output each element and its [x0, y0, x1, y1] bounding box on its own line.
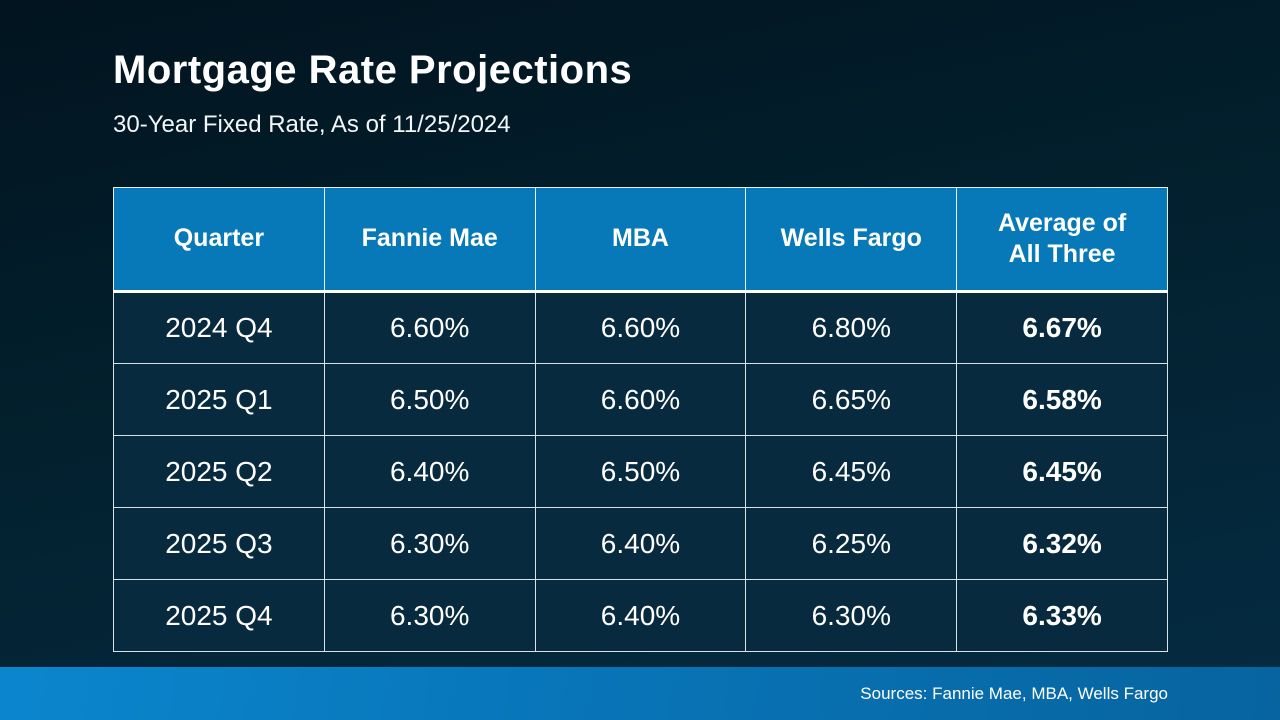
cell-average: 6.45%: [956, 435, 1168, 508]
cell-fannie-mae: 6.50%: [323, 363, 536, 436]
footer-bar: Sources: Fannie Mae, MBA, Wells Fargo: [0, 667, 1280, 720]
cell-mba: 6.40%: [534, 507, 747, 580]
cell-quarter: 2025 Q3: [113, 507, 325, 580]
page-subtitle: 30-Year Fixed Rate, As of 11/25/2024: [113, 111, 511, 138]
cell-quarter: 2025 Q2: [113, 435, 325, 508]
column-header-quarter: Quarter: [113, 187, 325, 293]
cell-wells-fargo: 6.45%: [745, 435, 958, 508]
column-header-fannie-mae: Fannie Mae: [323, 187, 536, 293]
cell-fannie-mae: 6.40%: [323, 435, 536, 508]
cell-quarter: 2025 Q1: [113, 363, 325, 436]
column-header-wells-fargo: Wells Fargo: [745, 187, 958, 293]
cell-wells-fargo: 6.65%: [745, 363, 958, 436]
sources-note: Sources: Fannie Mae, MBA, Wells Fargo: [860, 684, 1168, 703]
cell-wells-fargo: 6.25%: [745, 507, 958, 580]
cell-wells-fargo: 6.80%: [745, 291, 958, 364]
table-row-2025-q4: 2025 Q4 6.30% 6.40% 6.30% 6.33%: [113, 579, 1168, 652]
cell-wells-fargo: 6.30%: [745, 579, 958, 652]
cell-quarter: 2025 Q4: [113, 579, 325, 652]
cell-mba: 6.40%: [534, 579, 747, 652]
column-header-label: Quarter: [173, 224, 265, 253]
column-header-label: Average of All Three: [997, 208, 1127, 268]
column-header-mba: MBA: [534, 187, 747, 293]
mortgage-rate-projections-table: Quarter Fannie Mae MBA Wells Fargo Avera…: [113, 187, 1168, 652]
cell-quarter: 2024 Q4: [113, 291, 325, 364]
cell-fannie-mae: 6.30%: [323, 507, 536, 580]
cell-mba: 6.60%: [534, 291, 747, 364]
table-row-2025-q1: 2025 Q1 6.50% 6.60% 6.65% 6.58%: [113, 363, 1168, 436]
table-body: 2024 Q4 6.60% 6.60% 6.80% 6.67% 2025 Q1 …: [113, 291, 1168, 652]
table-row-2025-q2: 2025 Q2 6.40% 6.50% 6.45% 6.45%: [113, 435, 1168, 508]
table-row-2025-q3: 2025 Q3 6.30% 6.40% 6.25% 6.32%: [113, 507, 1168, 580]
column-header-label: Fannie Mae: [361, 224, 498, 253]
cell-average: 6.58%: [956, 363, 1168, 436]
table-header: Quarter Fannie Mae MBA Wells Fargo Avera…: [113, 187, 1168, 293]
cell-mba: 6.60%: [534, 363, 747, 436]
cell-fannie-mae: 6.30%: [323, 579, 536, 652]
column-header-label: Wells Fargo: [780, 224, 922, 253]
title-block: Mortgage Rate Projections 30-Year Fixed …: [113, 48, 632, 139]
cell-average: 6.32%: [956, 507, 1168, 580]
column-header-average: Average of All Three: [956, 187, 1168, 293]
cell-mba: 6.50%: [534, 435, 747, 508]
cell-average: 6.33%: [956, 579, 1168, 652]
column-header-label: MBA: [612, 224, 669, 253]
cell-average: 6.67%: [956, 291, 1168, 364]
table-row-2024-q4: 2024 Q4 6.60% 6.60% 6.80% 6.67%: [113, 291, 1168, 364]
header-row: Quarter Fannie Mae MBA Wells Fargo Avera…: [113, 187, 1168, 293]
page-title: Mortgage Rate Projections: [113, 48, 633, 92]
cell-fannie-mae: 6.60%: [323, 291, 536, 364]
